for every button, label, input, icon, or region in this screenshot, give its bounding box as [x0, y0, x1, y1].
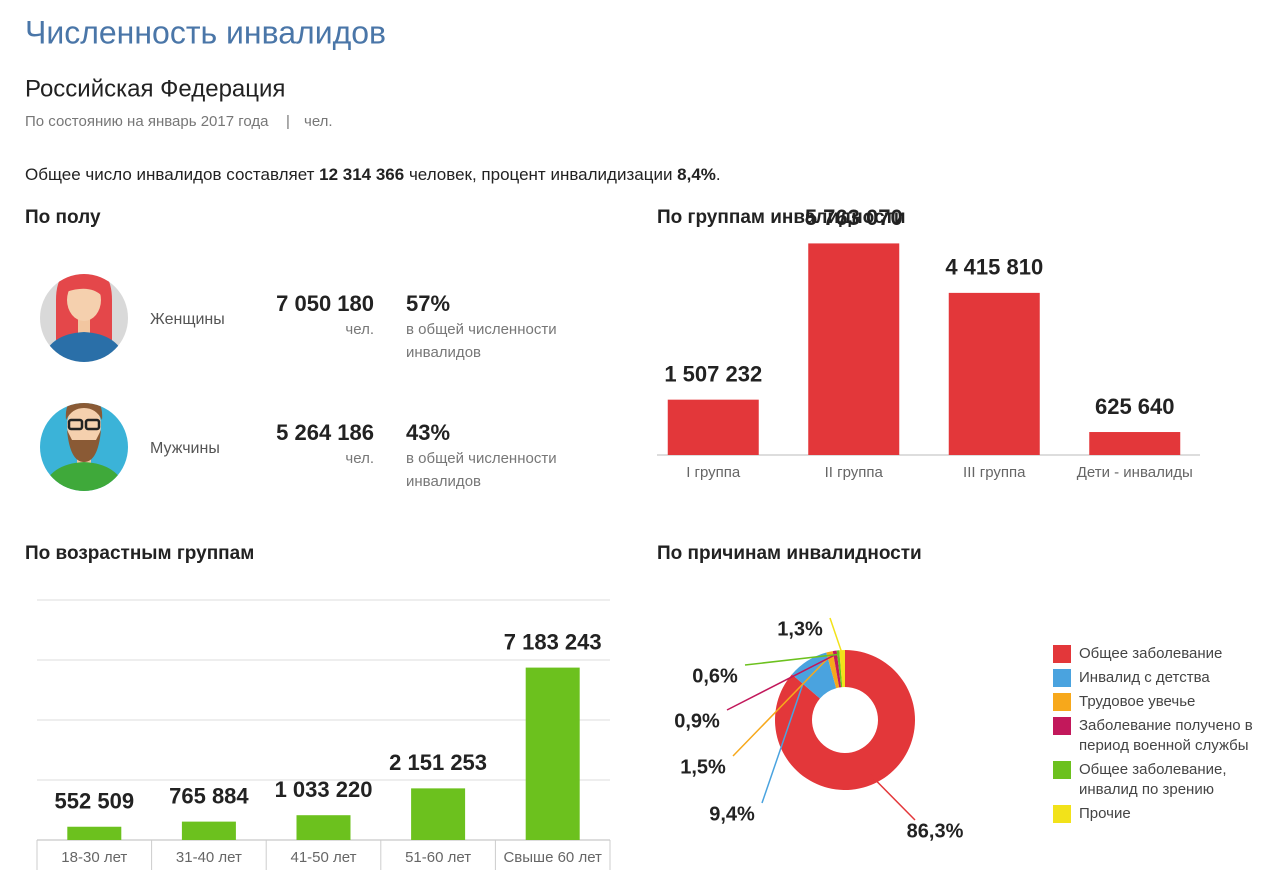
leader-line — [829, 617, 844, 655]
gender-unit: чел. — [345, 450, 374, 467]
x-tick-label: III группа — [963, 464, 1026, 481]
legend-item: Прочие — [1053, 804, 1268, 824]
legend-item: Инвалид с детства — [1053, 668, 1268, 688]
value-label: 0,9% — [674, 710, 720, 732]
legend-item: Трудовое увечье — [1053, 692, 1268, 712]
section-title: По полу — [25, 207, 101, 228]
slice — [839, 650, 845, 688]
bar — [808, 243, 900, 455]
leader-line — [744, 653, 839, 666]
summary-text: человек, процент инвалидизации — [404, 165, 677, 184]
unit: чел. — [304, 113, 333, 130]
bar — [411, 788, 466, 840]
bar — [181, 821, 236, 840]
gender-note: в общей численности — [406, 321, 557, 338]
gender-note: инвалидов — [406, 344, 481, 361]
value-label: 5 763 070 — [805, 205, 903, 230]
value-label: 86,3% — [907, 820, 964, 842]
x-tick-label: II группа — [825, 464, 884, 481]
avatar-male — [40, 403, 128, 491]
bar — [296, 815, 351, 840]
legend-swatch — [1053, 669, 1071, 687]
gender-label: Мужчины — [150, 440, 220, 457]
region: Российская Федерация — [25, 75, 285, 102]
legend-swatch — [1053, 645, 1071, 663]
legend-item: Общее заболевание, инвалид по зрению — [1053, 760, 1268, 800]
legend-item: Общее заболевание — [1053, 644, 1268, 664]
x-tick-label: 51-60 лет — [405, 849, 471, 866]
separator: | — [286, 113, 290, 130]
legend-label: Общее заболевание — [1079, 645, 1223, 662]
legend-swatch — [1053, 717, 1071, 735]
legend-swatch — [1053, 805, 1071, 823]
bar — [67, 826, 122, 840]
value-label: 1,5% — [680, 756, 726, 778]
date: По состоянию на январь 2017 года — [25, 113, 269, 130]
value-label: 552 509 — [55, 789, 135, 814]
summary-total: 12 314 366 — [319, 165, 404, 184]
value-label: 9,4% — [709, 803, 755, 825]
x-tick-label: I группа — [686, 464, 741, 481]
legend-label: Трудовое увечье — [1079, 693, 1196, 710]
value-label: 1 507 232 — [664, 361, 762, 386]
x-tick-label: 18-30 лет — [61, 849, 127, 866]
slice — [832, 650, 842, 688]
bar — [948, 292, 1040, 455]
legend-label: Инвалид с детства — [1079, 669, 1210, 686]
value-label: 7 183 243 — [504, 629, 602, 654]
slice — [836, 650, 843, 688]
legend-label: Общее заболевание, инвалид по зрению — [1079, 761, 1227, 798]
legend: Общее заболевание Инвалид с детства Трудов… — [1053, 644, 1268, 828]
page-title: Численность инвалидов — [25, 14, 386, 50]
section-title: По возрастным группам — [25, 543, 254, 564]
legend-swatch — [1053, 761, 1071, 779]
value-label: 765 884 — [169, 783, 249, 808]
legend-item: Заболевание получено в период военной сл… — [1053, 716, 1268, 756]
gender-count: 5 264 186 — [276, 420, 374, 445]
gender-share: 57% — [406, 291, 450, 316]
summary-text: Общее число инвалидов составляет — [25, 165, 319, 184]
slice — [791, 652, 837, 699]
gender-share: 43% — [406, 420, 450, 445]
legend-label: Заболевание получено в период военной сл… — [1079, 717, 1253, 754]
x-tick-label: 31-40 лет — [176, 849, 242, 866]
value-label: 1 033 220 — [275, 777, 373, 802]
summary: Общее число инвалидов составляет 12 314 … — [25, 165, 721, 184]
gender-label: Женщины — [150, 311, 225, 328]
value-label: 4 415 810 — [945, 255, 1043, 280]
bar — [1089, 432, 1181, 455]
gender-note: в общей численности — [406, 450, 557, 467]
avatar-female — [40, 274, 128, 362]
leader-line — [732, 655, 831, 757]
x-tick-label: 41-50 лет — [291, 849, 357, 866]
summary-text: . — [716, 165, 721, 184]
gender-count: 7 050 180 — [276, 291, 374, 316]
summary-rate: 8,4% — [677, 165, 716, 184]
leader-line — [761, 664, 811, 804]
legend-label: Прочие — [1079, 805, 1131, 822]
gender-unit: чел. — [345, 321, 374, 338]
bar — [667, 399, 759, 455]
x-tick-label: Свыше 60 лет — [503, 849, 602, 866]
gender-note: инвалидов — [406, 473, 481, 490]
leader-line — [869, 774, 916, 821]
section-title: По группам инвалидности — [657, 207, 906, 228]
section-title: По причинам инвалидности — [657, 543, 922, 564]
value-label: 0,6% — [692, 665, 738, 687]
slice — [826, 651, 840, 689]
slice — [774, 650, 915, 790]
value-label: 1,3% — [777, 618, 823, 640]
value-label: 625 640 — [1095, 394, 1175, 419]
bar — [525, 667, 580, 840]
legend-swatch — [1053, 693, 1071, 711]
value-label: 2 151 253 — [389, 750, 487, 775]
leader-line — [726, 654, 836, 711]
x-tick-label: Дети - инвалиды — [1077, 464, 1193, 481]
